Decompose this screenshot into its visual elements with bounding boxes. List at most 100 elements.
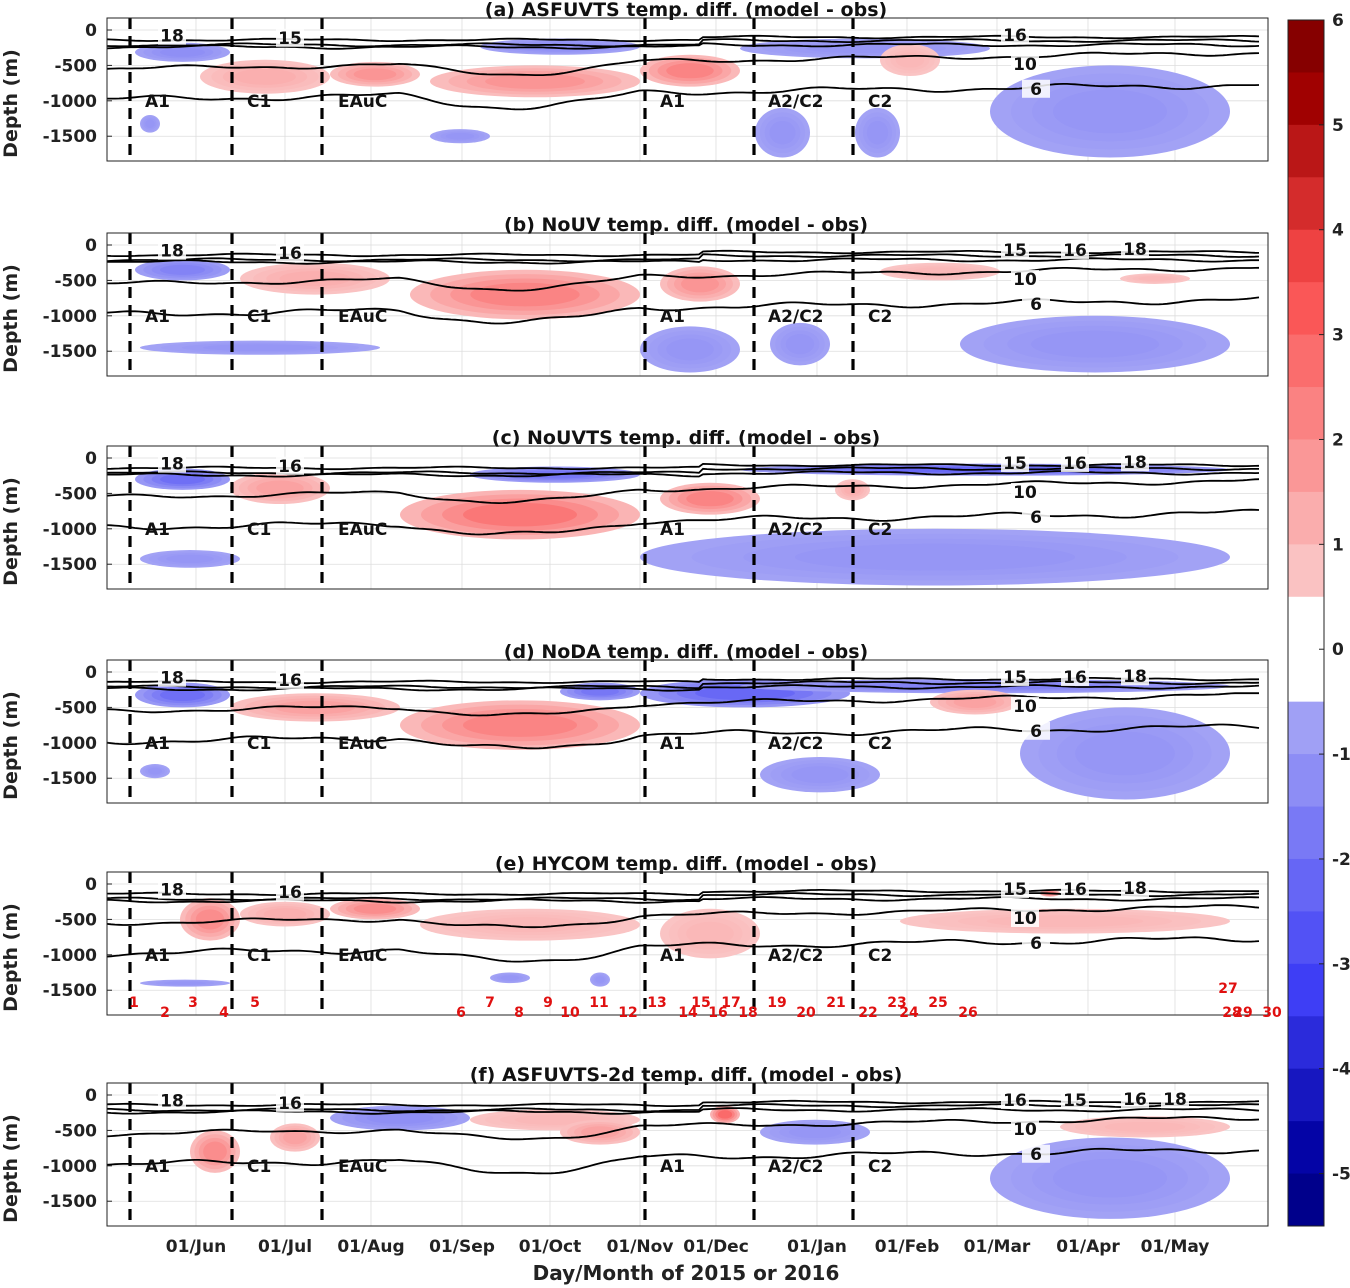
contour-label-bg (1011, 1119, 1039, 1138)
anomaly-cell (445, 132, 475, 140)
contour-label: 10 (1013, 909, 1037, 929)
anomaly-cell (717, 1110, 733, 1119)
regime-label: A2/C2 (768, 307, 824, 327)
contour-label-bg (1061, 879, 1089, 898)
contour-line (107, 723, 1260, 750)
contour-label-bg (276, 243, 304, 262)
x-tick-label: 01/Sep (429, 1237, 495, 1257)
plot-frame (106, 871, 1269, 1016)
contour-label: 15 (1003, 454, 1027, 474)
contour-label: 16 (1063, 454, 1087, 474)
y-tick-label: -1500 (43, 342, 98, 362)
x-tick-label: 01/Mar (964, 1237, 1031, 1257)
contour-label: 16 (278, 457, 302, 477)
regime-label: A2/C2 (768, 1157, 824, 1177)
profile-number: 5 (250, 995, 260, 1011)
y-tick-label: -1500 (43, 981, 98, 1001)
contour-label-bg (158, 241, 186, 260)
profile-number: 7 (485, 995, 495, 1011)
contour-label: 6 (1030, 508, 1042, 528)
regime-label: C2 (868, 734, 892, 754)
y-tick-label: -1500 (43, 1192, 98, 1212)
anomaly-cell (595, 976, 605, 983)
regime-label: A2/C2 (768, 946, 824, 966)
contour-label: 6 (1030, 722, 1042, 742)
colorbar-bin (1288, 1173, 1324, 1227)
contour-label-bg (1022, 507, 1050, 526)
plot-frame (106, 1082, 1269, 1227)
contour-label-bg (276, 456, 304, 475)
contour-label-bg (158, 26, 186, 45)
regime-label: EAuC (338, 92, 387, 112)
colorbar-tick-label: -1 (1332, 745, 1350, 765)
anomaly-cell (463, 713, 577, 737)
contour-label-bg (158, 880, 186, 899)
x-tick-label: 01/Feb (875, 1237, 940, 1257)
profile-number: 22 (858, 1005, 877, 1021)
regime-label: C2 (868, 307, 892, 327)
regime-label: A1 (660, 520, 685, 540)
contour-label-bg (158, 1091, 186, 1110)
colorbar-bin (1288, 596, 1324, 650)
contour-line (107, 257, 1259, 265)
anomaly-cell (145, 119, 155, 129)
contour-label-bg (1011, 696, 1039, 715)
contour-label-bg (1022, 1144, 1050, 1163)
regime-label: C1 (247, 734, 271, 754)
anomaly-cell (681, 275, 719, 293)
contour-label-bg (1001, 879, 1029, 898)
profile-number: 8 (514, 1005, 524, 1021)
regime-label: A1 (145, 734, 170, 754)
contour-label: 18 (160, 27, 184, 47)
anomaly-cell (785, 334, 815, 355)
x-axis: 01/Jun 01/Jul 01/Aug 01/Sep 01/Oct 01/Nov 01/D… (166, 1237, 1210, 1257)
anomaly-cell (986, 915, 1144, 928)
regime-label: A1 (660, 946, 685, 966)
contour-label-bg (1161, 1090, 1189, 1109)
contour-label-bg (1022, 79, 1050, 98)
colorbar-bin (1288, 1068, 1324, 1122)
regime-label: EAuC (338, 520, 387, 540)
contour-label-bg (1011, 54, 1039, 73)
profile-number: 13 (647, 995, 666, 1011)
profile-number: 20 (796, 1005, 816, 1021)
contour-line (107, 266, 1260, 292)
profile-number: 10 (560, 1005, 580, 1021)
contour-label: 18 (160, 669, 184, 689)
y-axis-label: Depth (m) (0, 49, 22, 158)
profile-number: 28 (1222, 1005, 1241, 1021)
contour-label-bg (1001, 1090, 1029, 1109)
y-axis-label: Depth (m) (0, 477, 22, 586)
colorbar-bin (1288, 1016, 1324, 1070)
anomaly-cell (283, 1130, 307, 1145)
regime-label: EAuC (338, 734, 387, 754)
colorbar-tick-label: 2 (1332, 430, 1344, 450)
anomaly-cell (234, 68, 296, 85)
panel-a: 18 15 16 10 6 A1 C1 EAuC A1 A2/C2 C2 0 -500 -1000 -150… (0, 0, 1269, 162)
regime-label: EAuC (338, 946, 387, 966)
profile-number: 25 (928, 995, 947, 1011)
contour-label: 15 (1003, 241, 1027, 261)
colorbar-bin (1288, 20, 1324, 73)
panel-b: 18 16 15 16 18 10 6 A1 C1 EAuC A1 A2/C2 C2 0 -500 -1000… (0, 214, 1269, 377)
colorbar-tick-label: 4 (1332, 221, 1344, 241)
anomaly-cell (159, 47, 206, 57)
anomaly-cell (1053, 89, 1167, 134)
contour-line (107, 1147, 1260, 1175)
colorbar-bin (1288, 754, 1324, 808)
contour-label: 16 (1063, 241, 1087, 261)
panel-title: (f) ASFUVTS-2d temp. diff. (model - obs) (470, 1064, 903, 1086)
profile-number: 11 (589, 995, 608, 1011)
contour-line (107, 296, 1260, 325)
anomaly-cell (203, 344, 317, 352)
profile-number: 12 (618, 1005, 637, 1021)
y-tick-label: 0 (85, 1086, 97, 1106)
contour-label-bg (276, 1093, 304, 1112)
y-tick-label: 0 (85, 236, 97, 256)
profile-number: 30 (1262, 1005, 1282, 1021)
profile-number: 21 (826, 995, 845, 1011)
anomaly-cell (500, 975, 520, 981)
contour-label-bg (1061, 1090, 1089, 1109)
anomaly-cell (159, 689, 206, 701)
